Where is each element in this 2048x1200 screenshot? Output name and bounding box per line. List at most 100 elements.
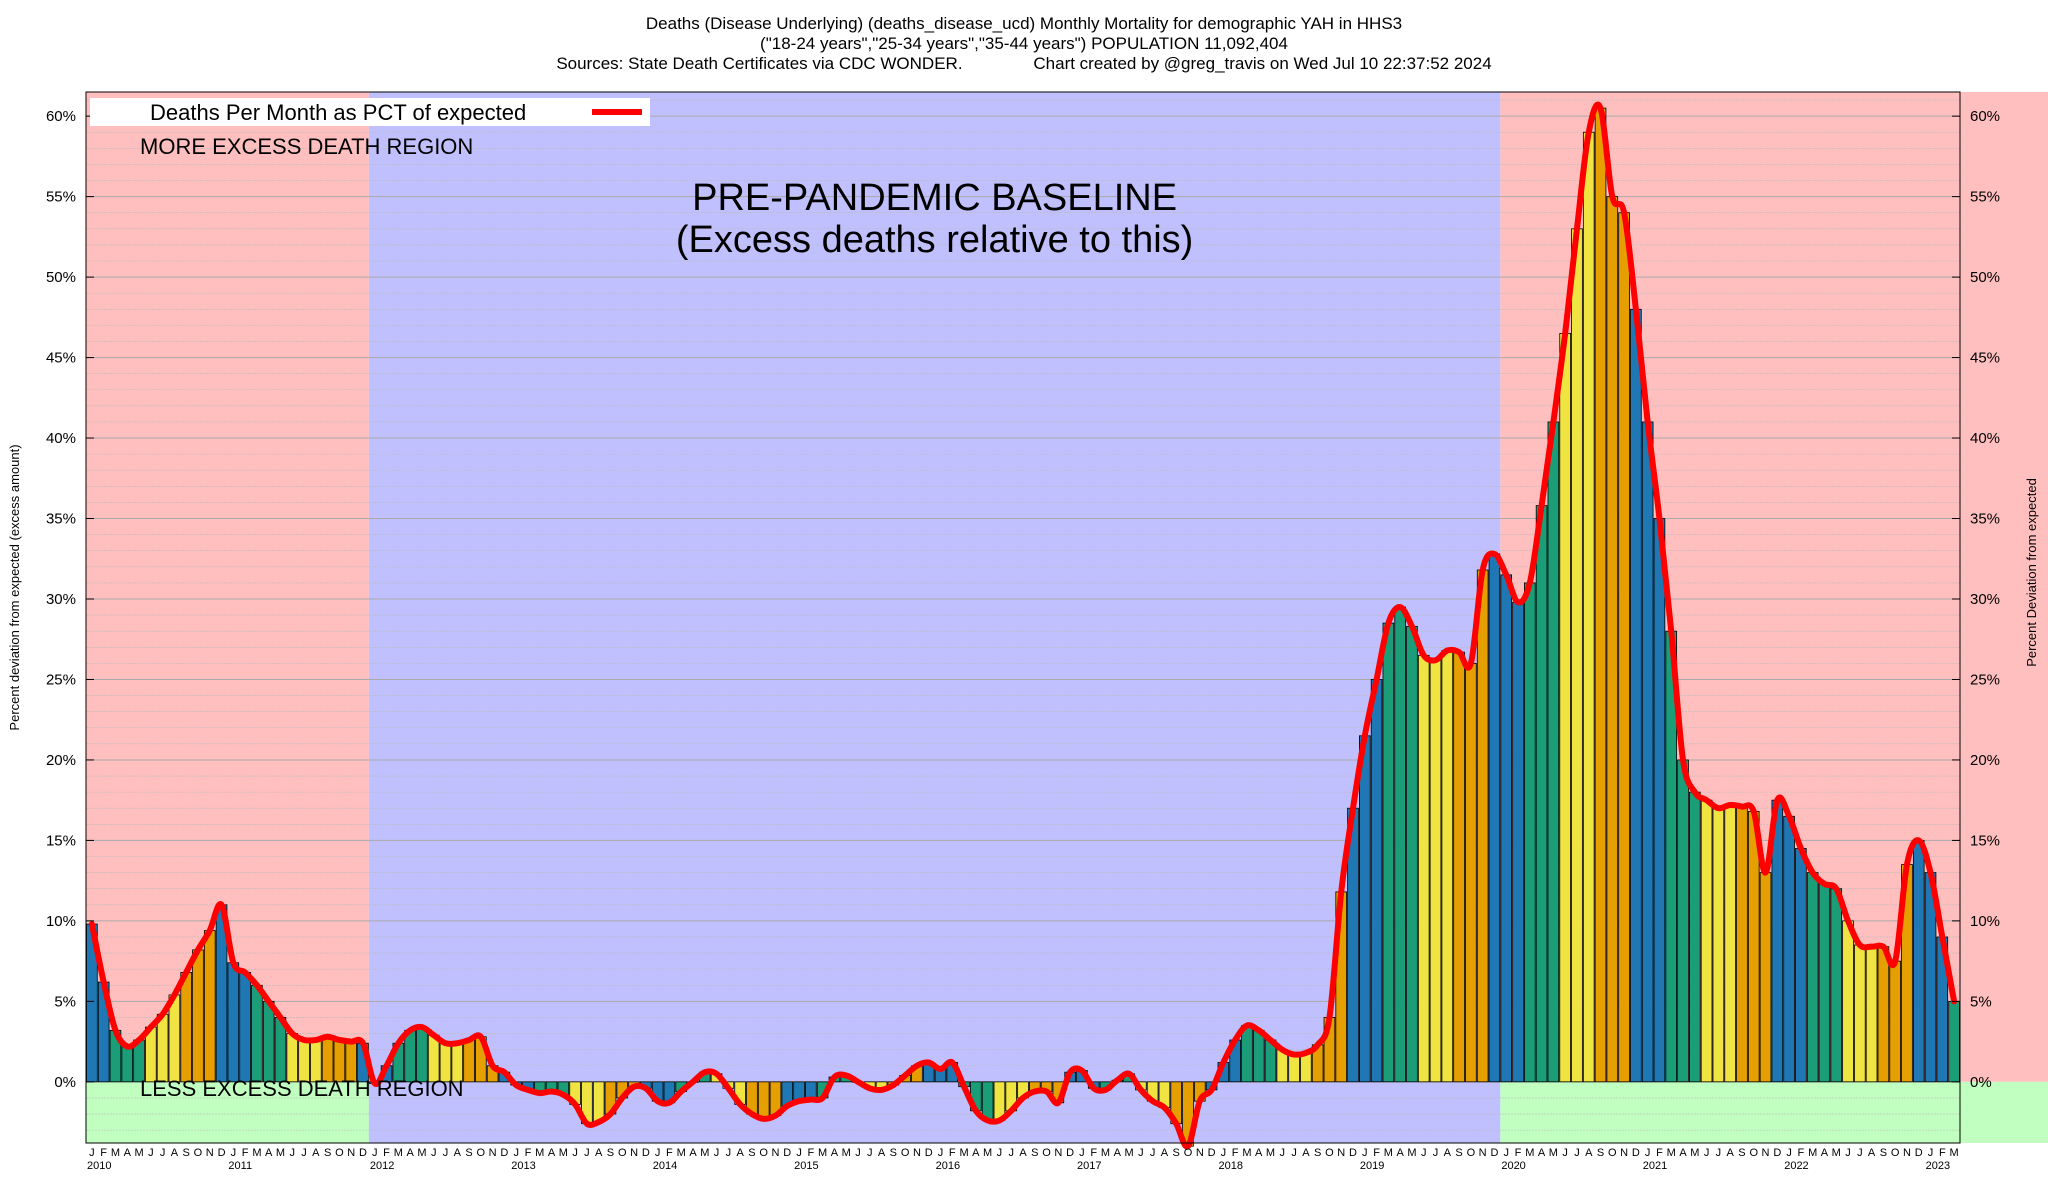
x-tick-label: A — [1679, 1147, 1687, 1159]
x-tick-label: J — [1574, 1147, 1580, 1159]
bar — [1394, 606, 1406, 1083]
x-tick-label: M — [1549, 1147, 1558, 1159]
bar — [1559, 333, 1571, 1083]
axes: 0% 0% 5% 5% 10% 10% 15% 15% 20% 20% 25% 25% 30% 30% 35… — [7, 91, 2039, 1172]
bar — [168, 994, 181, 1083]
x-tick-label: A — [548, 1147, 556, 1159]
x-tick-label: N — [1762, 1147, 1770, 1159]
x-tick-label: J — [513, 1147, 519, 1159]
x-tick-label: J — [231, 1147, 237, 1159]
x-tick-label: O — [1184, 1147, 1193, 1159]
bar — [592, 1081, 605, 1123]
x-year-label: 2014 — [653, 1160, 677, 1172]
x-tick-label: S — [748, 1147, 755, 1159]
x-year-label: 2011 — [228, 1160, 252, 1172]
bar — [1476, 569, 1489, 1083]
bar — [1241, 1025, 1253, 1083]
x-tick-label: N — [1620, 1147, 1628, 1159]
x-tick-label: D — [1915, 1147, 1923, 1159]
x-tick-label: J — [1138, 1147, 1144, 1159]
x-year-label: 2018 — [1218, 1160, 1242, 1172]
bar — [1653, 518, 1666, 1083]
x-year-label: 2020 — [1501, 1160, 1525, 1172]
bar — [981, 1081, 994, 1121]
x-tick-label: M — [535, 1147, 544, 1159]
x-tick-label: N — [772, 1147, 780, 1159]
bar — [1736, 806, 1748, 1083]
y-tick-label-right: 45% — [1970, 350, 2000, 367]
legend: Deaths Per Month as PCT of expected — [90, 98, 650, 126]
x-tick-label: D — [359, 1147, 367, 1159]
x-tick-label: D — [500, 1147, 508, 1159]
x-tick-label: J — [1562, 1147, 1568, 1159]
x-year-label: 2022 — [1784, 1160, 1808, 1172]
x-tick-label: S — [1880, 1147, 1887, 1159]
x-tick-label: M — [1667, 1147, 1676, 1159]
x-tick-label: S — [1455, 1147, 1462, 1159]
y-tick-label-left: 50% — [46, 269, 76, 286]
x-tick-label: O — [1325, 1147, 1334, 1159]
x-tick-label: M — [700, 1147, 709, 1159]
x-tick-label: J — [160, 1147, 166, 1159]
x-year-label: 2023 — [1926, 1160, 1950, 1172]
x-tick-label: M — [417, 1147, 426, 1159]
x-tick-label: S — [183, 1147, 190, 1159]
x-tick-label: A — [595, 1147, 603, 1159]
x-tick-label: F — [1939, 1147, 1946, 1159]
y-tick-label-right: 0% — [1970, 1074, 1992, 1091]
y-tick-label-left: 15% — [46, 832, 76, 849]
chart-subtitle-demographics: ("18-24 years","25-34 years","35-44 year… — [760, 34, 1288, 53]
x-tick-label: S — [324, 1147, 331, 1159]
y-tick-label-right: 10% — [1970, 913, 2000, 930]
x-tick-label: A — [1444, 1147, 1452, 1159]
x-tick-label: J — [1221, 1147, 1227, 1159]
x-tick-label: J — [1645, 1147, 1651, 1159]
bar — [1594, 107, 1607, 1083]
y-tick-label-left: 30% — [46, 591, 76, 608]
x-tick-label: N — [630, 1147, 638, 1159]
x-tick-label: A — [1302, 1147, 1310, 1159]
y-tick-label-right: 15% — [1970, 832, 2000, 849]
y-tick-label-left: 10% — [46, 913, 76, 930]
bar — [1370, 679, 1383, 1083]
x-tick-label: A — [831, 1147, 839, 1159]
bar — [1818, 883, 1831, 1083]
x-tick-label: J — [1928, 1147, 1934, 1159]
baseline-region-label: (Excess deaths relative to this) — [676, 219, 1193, 261]
x-tick-label: O — [1467, 1147, 1476, 1159]
x-tick-label: D — [1066, 1147, 1074, 1159]
bar — [1865, 946, 1878, 1083]
bar — [1547, 421, 1560, 1083]
bar — [1677, 759, 1689, 1083]
x-year-label: 2010 — [87, 1160, 111, 1172]
x-year-label: 2016 — [936, 1160, 960, 1172]
chart-title: Deaths (Disease Underlying) (deaths_dise… — [645, 14, 1403, 33]
x-tick-label: D — [1349, 1147, 1357, 1159]
more-excess-region-label: MORE EXCESS DEATH REGION — [140, 134, 473, 159]
x-tick-label: O — [1891, 1147, 1900, 1159]
legend-label: Deaths Per Month as PCT of expected — [150, 100, 526, 125]
bar — [1877, 946, 1890, 1083]
bar — [1830, 888, 1843, 1083]
y-tick-label-left: 20% — [46, 752, 76, 769]
bar — [121, 1046, 134, 1083]
x-tick-label: M — [842, 1147, 851, 1159]
bar — [1783, 815, 1795, 1083]
x-tick-label: F — [1373, 1147, 1380, 1159]
x-tick-label: O — [1042, 1147, 1051, 1159]
bar — [1429, 659, 1442, 1083]
bar — [156, 1013, 169, 1083]
x-tick-label: F — [383, 1147, 390, 1159]
bar — [1500, 574, 1513, 1083]
x-tick-label: N — [1479, 1147, 1487, 1159]
y-tick-label-left: 5% — [54, 993, 76, 1010]
bar — [1630, 308, 1642, 1083]
region-4 — [1500, 1081, 2048, 1143]
x-tick-label: S — [1738, 1147, 1745, 1159]
x-tick-label: D — [218, 1147, 226, 1159]
x-tick-label: J — [1150, 1147, 1156, 1159]
x-tick-label: M — [134, 1147, 143, 1159]
x-tick-label: J — [1291, 1147, 1297, 1159]
bar — [239, 971, 251, 1083]
